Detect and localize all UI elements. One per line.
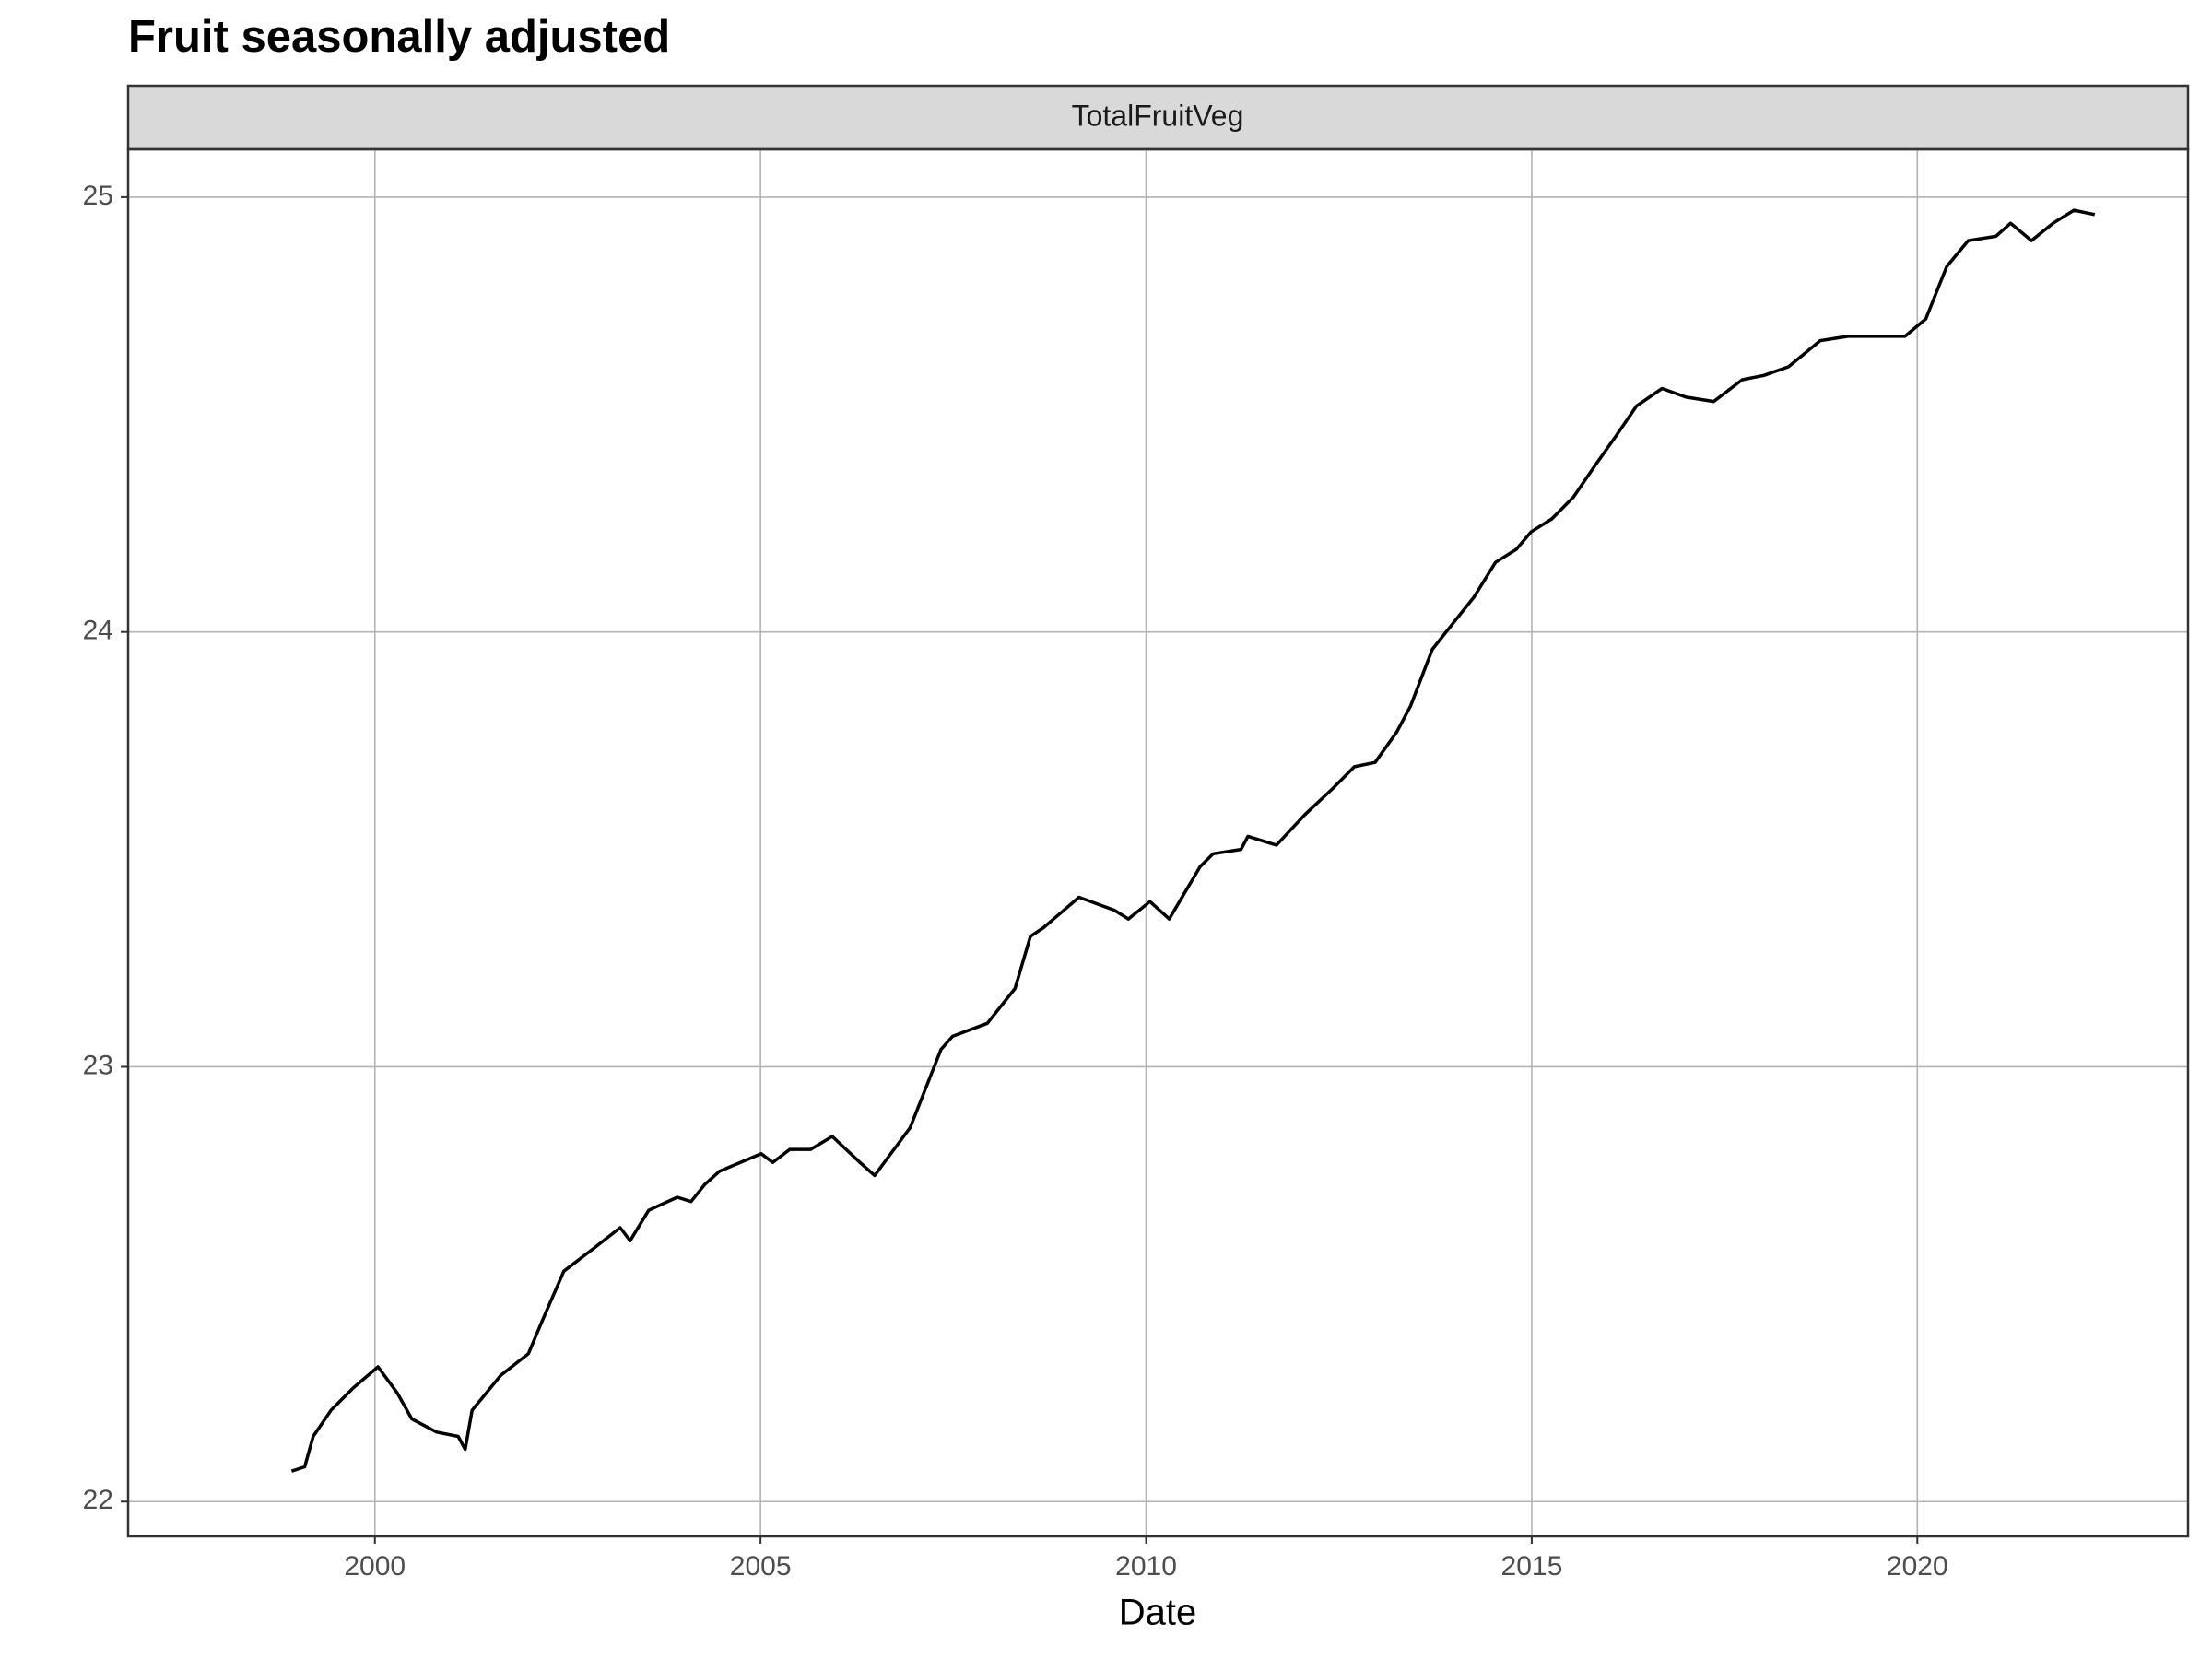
y-tick-label: 25 xyxy=(83,181,113,211)
x-tick-label: 2000 xyxy=(344,1551,406,1582)
strip-label: TotalFruitVeg xyxy=(1072,99,1244,132)
x-tick-label: 2015 xyxy=(1501,1551,1563,1582)
x-tick-label: 2020 xyxy=(1887,1551,1948,1582)
x-tick-label: 2010 xyxy=(1115,1551,1177,1582)
y-tick-label: 24 xyxy=(83,616,113,646)
y-tick-label: 23 xyxy=(83,1050,113,1080)
chart-title: Fruit seasonally adjusted xyxy=(128,12,670,62)
y-tick-label: 22 xyxy=(83,1485,113,1515)
panel-border xyxy=(126,147,2190,1538)
series-line xyxy=(290,208,2096,1473)
facet-strip xyxy=(126,84,2190,151)
x-axis-title: Date xyxy=(1119,1593,1197,1633)
x-tick-label: 2005 xyxy=(730,1551,792,1582)
